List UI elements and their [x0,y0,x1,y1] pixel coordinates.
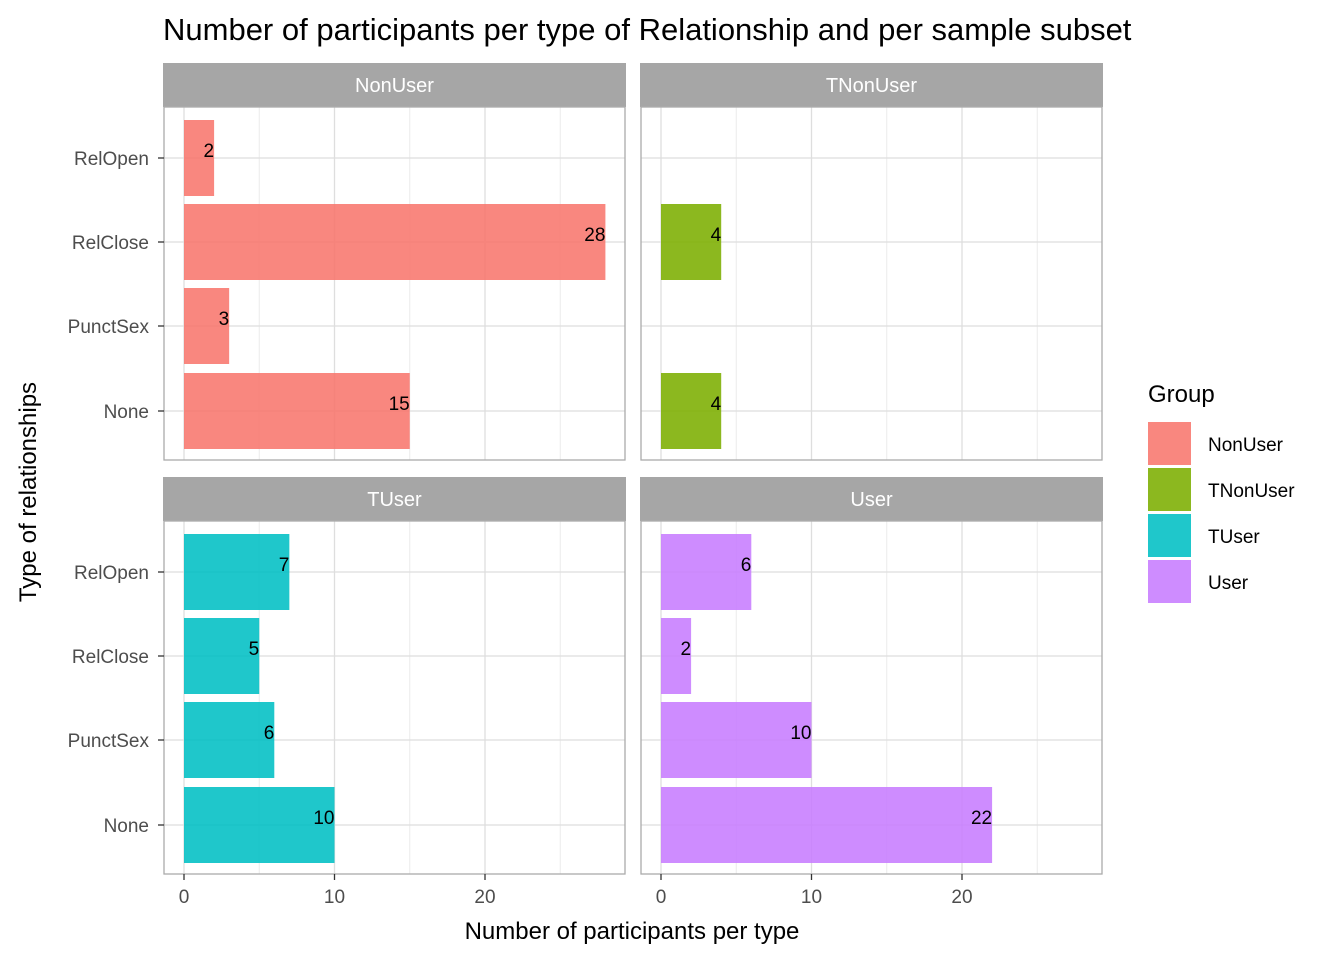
bar-value-label: 22 [971,808,992,829]
bar-value-label: 10 [313,808,334,829]
x-tick-label: 20 [474,887,495,908]
y-tick-label: PunctSex [68,731,150,752]
x-tick-label: 0 [656,887,667,908]
bar-value-label: 6 [741,555,752,576]
bar [661,618,692,694]
legend-swatch [1148,468,1191,511]
bar [184,204,606,280]
bar-value-label: 4 [711,394,722,415]
x-tick-label: 10 [801,887,822,908]
x-tick-label: 10 [324,887,345,908]
facet-strip [163,63,626,107]
facet-strip [163,477,626,521]
bar [661,373,722,449]
bar [184,534,290,610]
bar-value-label: 2 [204,141,215,162]
panel-border [163,520,626,875]
bar-value-label: 10 [790,723,811,744]
bar [184,618,260,694]
bar-value-label: 6 [264,723,275,744]
legend-label: User [1208,573,1249,594]
x-axis-title: Number of participants per type [465,918,800,945]
legend-label: NonUser [1208,435,1284,456]
x-tick-label: 0 [179,887,190,908]
facet-strip [640,477,1103,521]
y-tick-label: PunctSex [68,317,150,338]
y-tick-label: RelClose [72,647,149,668]
bar-value-label: 4 [711,225,722,246]
legend-title: Group [1148,381,1215,408]
bar-value-label: 15 [389,394,410,415]
bar [661,534,752,610]
y-axis-title: Type of relationships [15,382,42,602]
bar [184,120,215,196]
bar-value-label: 3 [219,309,230,330]
y-tick-label: None [104,816,149,837]
legend-swatch [1148,422,1191,465]
chart-title: Number of participants per type of Relat… [163,12,1132,47]
bar [184,787,335,863]
panel-border [163,106,626,461]
bar [661,204,722,280]
facet-strip-label: TNonUser [826,75,917,97]
legend-label: TUser [1208,527,1260,548]
bar-value-label: 28 [584,225,605,246]
panel-border [640,520,1103,875]
bar-value-label: 5 [249,639,260,660]
panel-border [640,106,1103,461]
legend-label: TNonUser [1208,481,1295,502]
legend-swatch [1148,560,1191,603]
facet-strip-label: TUser [367,489,422,511]
bar [184,288,230,364]
bar-value-label: 7 [279,555,290,576]
y-tick-label: RelClose [72,233,149,254]
bar [661,787,993,863]
bar-value-label: 2 [681,639,692,660]
bar [184,702,275,778]
facet-strip [640,63,1103,107]
bar [661,702,812,778]
bar [184,373,410,449]
facet-strip-label: NonUser [355,75,434,97]
y-tick-label: RelOpen [74,563,149,584]
y-tick-label: None [104,402,149,423]
x-tick-label: 20 [951,887,972,908]
legend: Group NonUser TNonUser TUser User [1148,381,1295,603]
facet-strip-label: User [850,489,893,511]
y-tick-label: RelOpen [74,149,149,170]
legend-swatch [1148,514,1191,557]
panels: NonUser 2 28 3 15 RelOpen RelClose PunctSex None… [68,63,1103,908]
